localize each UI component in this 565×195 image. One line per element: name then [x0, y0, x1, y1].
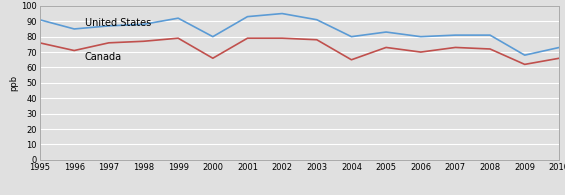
Text: United States: United States [85, 18, 151, 28]
Y-axis label: ppb: ppb [9, 75, 18, 91]
Text: Canada: Canada [85, 52, 121, 62]
